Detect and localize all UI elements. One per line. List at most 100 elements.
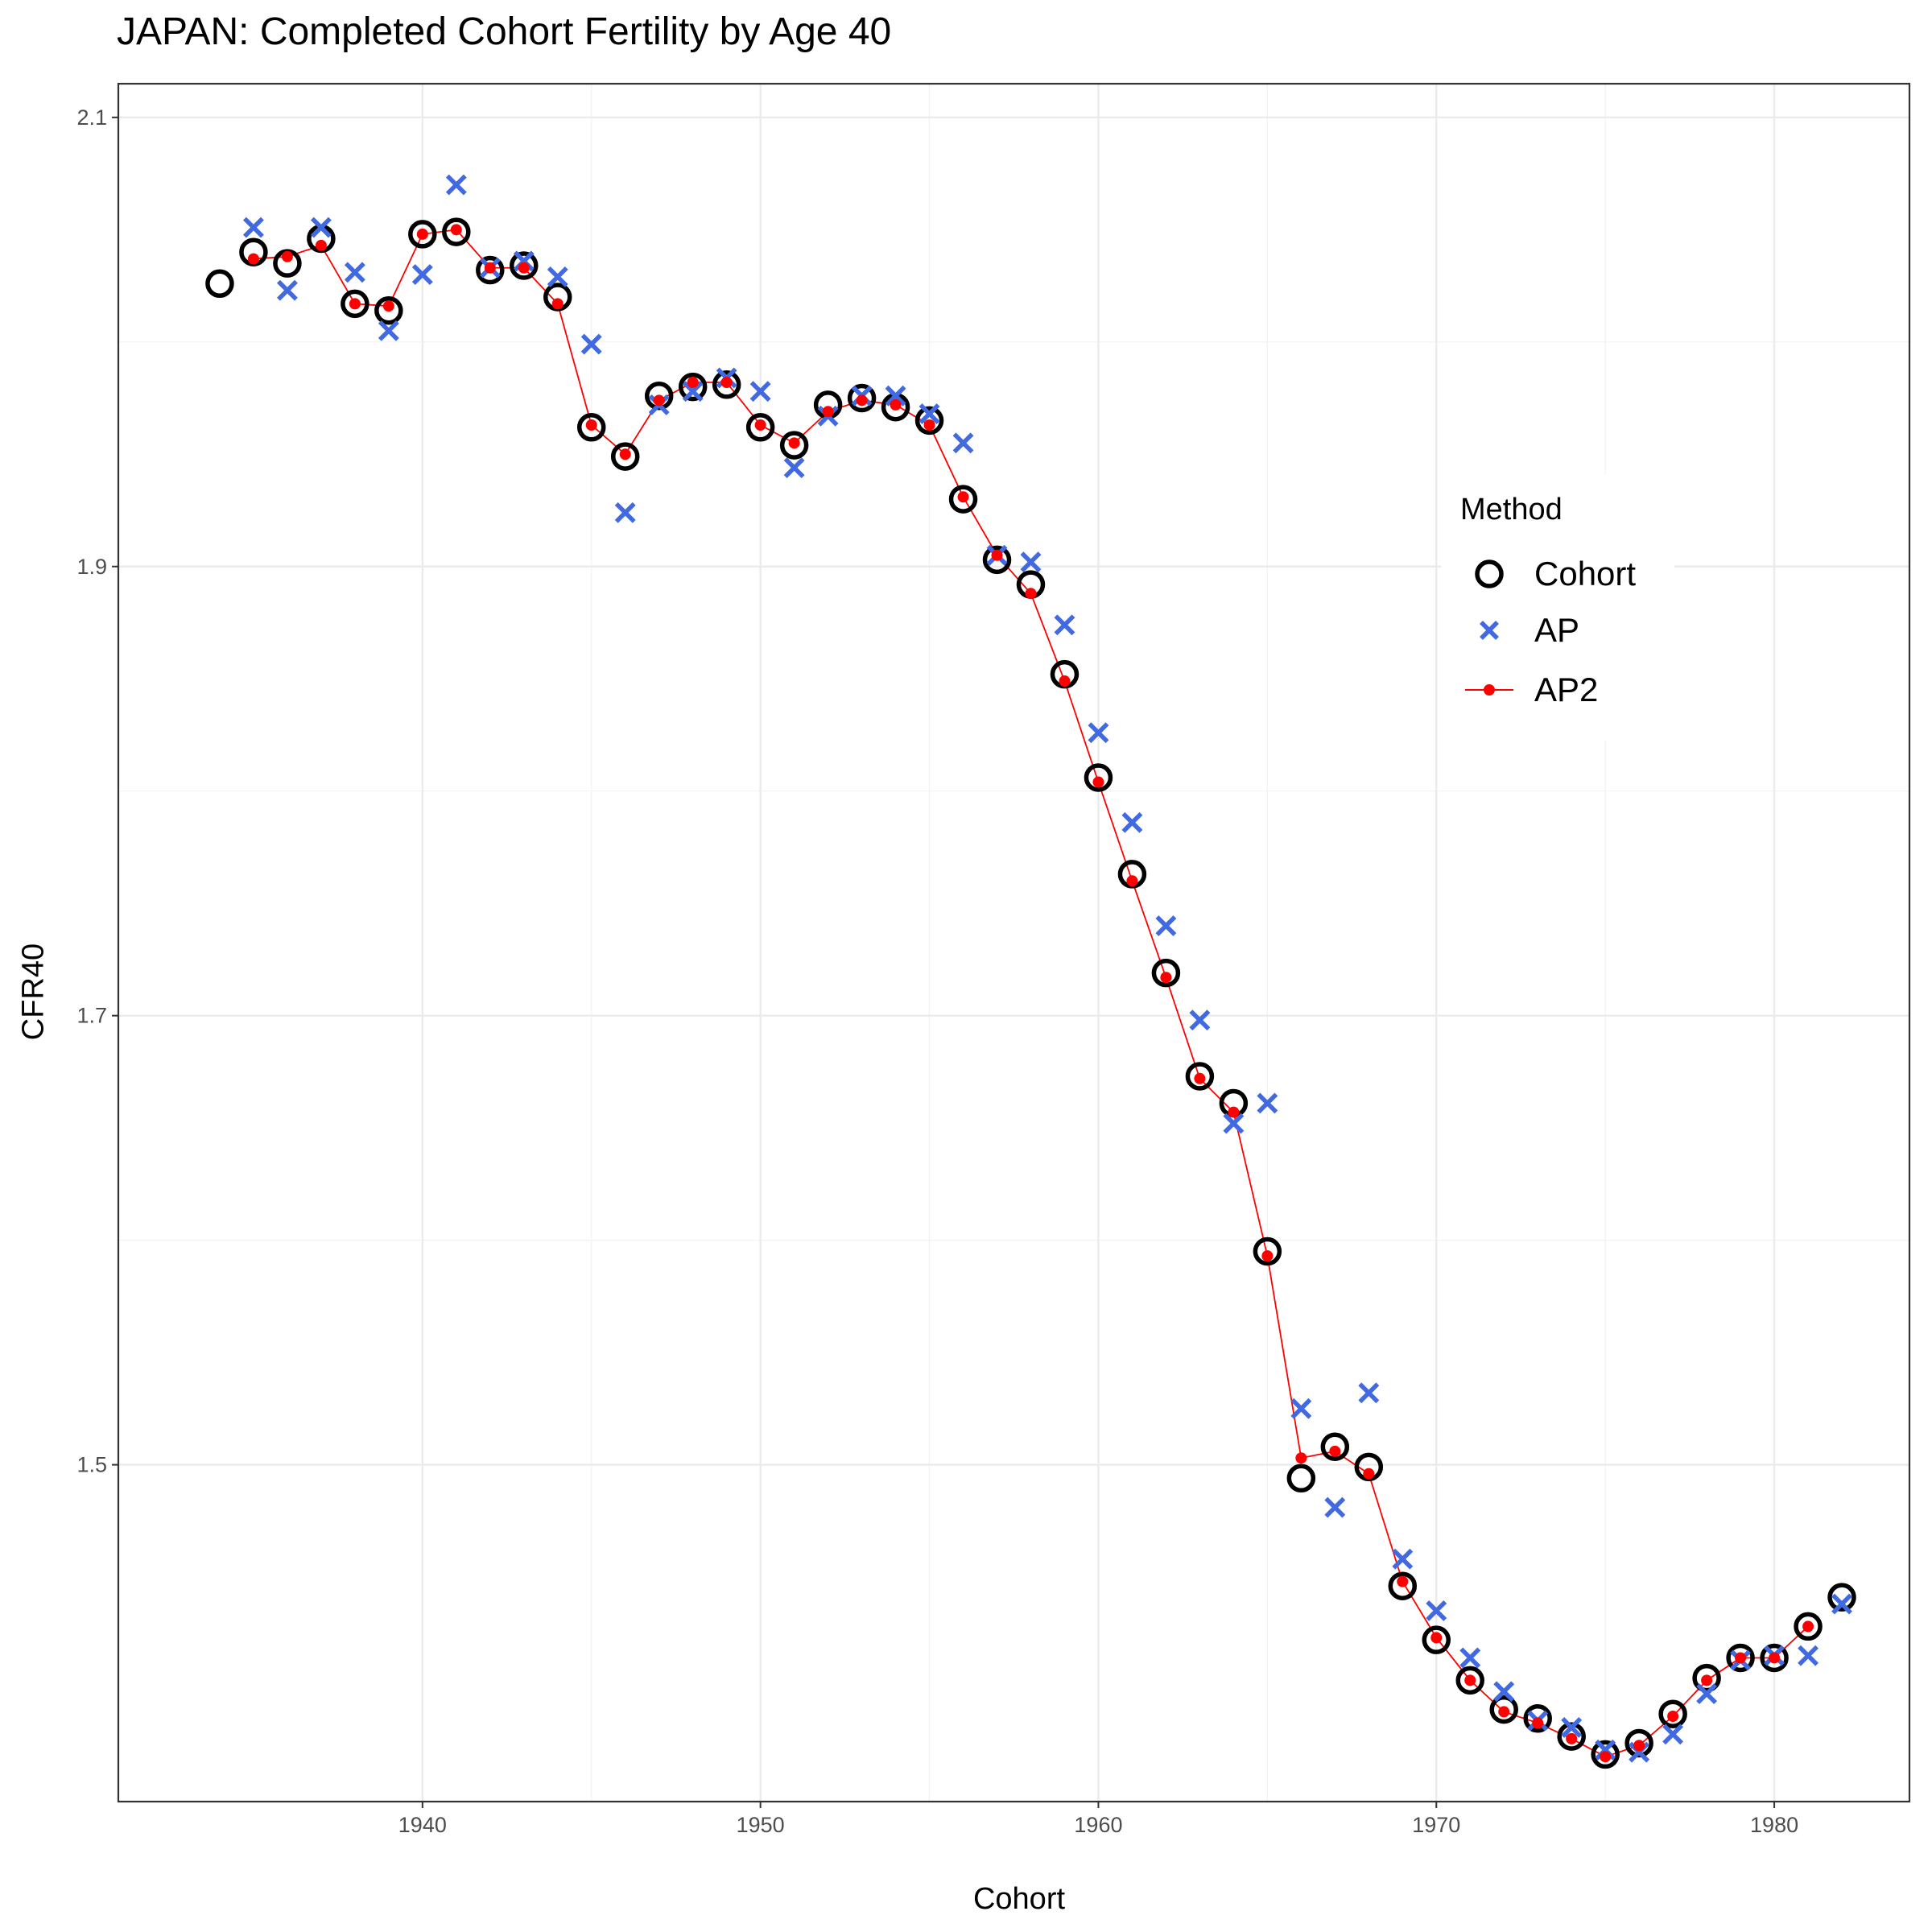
cohort-point xyxy=(1084,763,1113,792)
ap-point xyxy=(378,320,399,341)
cohort-point xyxy=(1388,1571,1418,1600)
cohort-point xyxy=(374,295,403,325)
cohort-point xyxy=(982,545,1012,575)
ap-point-stroke xyxy=(580,333,602,355)
cohort-point xyxy=(1591,1740,1620,1769)
ap2-point xyxy=(518,262,530,274)
ap-point xyxy=(1662,1724,1684,1745)
ap-point-stroke xyxy=(1324,1496,1346,1518)
ap-point-stroke xyxy=(1798,1645,1819,1666)
ap-point-stroke xyxy=(1155,915,1177,937)
ap-point xyxy=(1629,1741,1650,1763)
cohort-point xyxy=(678,372,708,402)
ap-point xyxy=(885,385,906,407)
ap2-point xyxy=(450,224,462,236)
ap-point-stroke xyxy=(344,262,365,283)
ap-point-stroke xyxy=(1121,811,1143,833)
ap-point-stroke xyxy=(378,320,399,341)
ap-point-stroke xyxy=(1290,1397,1312,1419)
x-tick-label: 1950 xyxy=(737,1813,785,1837)
legend-background xyxy=(1441,475,1674,741)
ap-point-stroke xyxy=(1493,1681,1515,1703)
ap2-point xyxy=(1769,1652,1781,1664)
cohort-point xyxy=(576,413,606,442)
cohort-point xyxy=(1253,1236,1282,1266)
cohort-point xyxy=(610,442,640,471)
ap-point xyxy=(580,333,602,355)
ap-point-stroke xyxy=(1020,551,1042,573)
series-layer xyxy=(205,174,1856,1769)
ap2-point xyxy=(315,239,327,251)
cohort-point xyxy=(948,485,978,514)
ap-point xyxy=(1493,1681,1515,1703)
ap2-point xyxy=(1363,1468,1375,1480)
legend-ap-symbol xyxy=(1480,621,1499,640)
y-tick-label: 1.5 xyxy=(76,1453,107,1477)
ap2-point xyxy=(619,448,631,460)
ap-point xyxy=(1324,1496,1346,1518)
ap2-point xyxy=(1126,875,1138,887)
ap2-point xyxy=(1025,588,1037,600)
ap-point xyxy=(513,250,535,272)
ap2-point xyxy=(1194,1072,1206,1084)
ap2-point xyxy=(1633,1740,1645,1752)
legend: Method Cohort AP AP2 xyxy=(1441,475,1674,741)
ap-point-stroke xyxy=(310,217,332,238)
ap2-point xyxy=(788,437,800,449)
ap2-point xyxy=(382,300,394,312)
ap2-point xyxy=(1059,675,1071,687)
ap-point xyxy=(1358,1382,1380,1404)
ap-point-stroke xyxy=(952,432,974,454)
ap-point xyxy=(1189,1009,1211,1031)
ap-point xyxy=(1121,811,1143,833)
cohort-point xyxy=(408,220,437,249)
ap2-point xyxy=(1701,1674,1713,1686)
cohort-point xyxy=(1827,1583,1856,1612)
cohort-point xyxy=(1151,958,1181,988)
legend-ap2-label: AP2 xyxy=(1534,671,1598,708)
ap-point-stroke xyxy=(783,457,805,478)
ap2-point xyxy=(1735,1652,1747,1664)
cohort-point xyxy=(1658,1699,1687,1728)
ap-point xyxy=(1155,915,1177,937)
ap-point xyxy=(682,381,704,402)
ap2-point xyxy=(957,491,969,503)
ap-point-stroke xyxy=(1595,1739,1616,1761)
grid-layer xyxy=(118,84,1909,1802)
cohort-point xyxy=(510,251,539,280)
cohort-point xyxy=(745,413,775,442)
x-axis-title: Cohort xyxy=(972,1882,1066,1916)
ap-point-stroke xyxy=(919,403,940,425)
ap-point-stroke xyxy=(749,381,771,402)
ap-point-stroke xyxy=(885,385,906,407)
ap-point xyxy=(1223,1113,1245,1134)
cohort-point xyxy=(779,431,809,460)
ap-point-stroke xyxy=(445,174,467,196)
ap-point-stroke xyxy=(547,266,568,287)
cohort-point xyxy=(914,406,944,436)
ap-point-stroke xyxy=(1257,1092,1278,1114)
ap-point xyxy=(242,217,264,238)
ap-point xyxy=(783,457,805,478)
cohort-point xyxy=(341,289,369,319)
cohort-point xyxy=(442,217,471,246)
ap2-point xyxy=(1092,776,1104,788)
ap-point xyxy=(1561,1717,1583,1738)
cohort-point xyxy=(847,383,877,413)
cohort-point xyxy=(205,269,234,299)
ap2-point xyxy=(720,377,733,389)
ap2-point xyxy=(1430,1632,1443,1644)
ap2-point xyxy=(1667,1710,1679,1722)
x-tick-label: 1970 xyxy=(1412,1813,1460,1837)
ap2-point xyxy=(1228,1106,1240,1118)
ap2-point xyxy=(484,262,496,274)
ap2-point xyxy=(890,398,902,411)
y-tick-label: 1.7 xyxy=(76,1004,107,1028)
ap2-point xyxy=(349,298,361,310)
ap2-point xyxy=(856,394,868,407)
ap-point-stroke xyxy=(411,264,433,286)
ap2-point xyxy=(822,406,834,418)
cohort-point xyxy=(1794,1612,1823,1641)
ap2-point xyxy=(247,253,259,265)
